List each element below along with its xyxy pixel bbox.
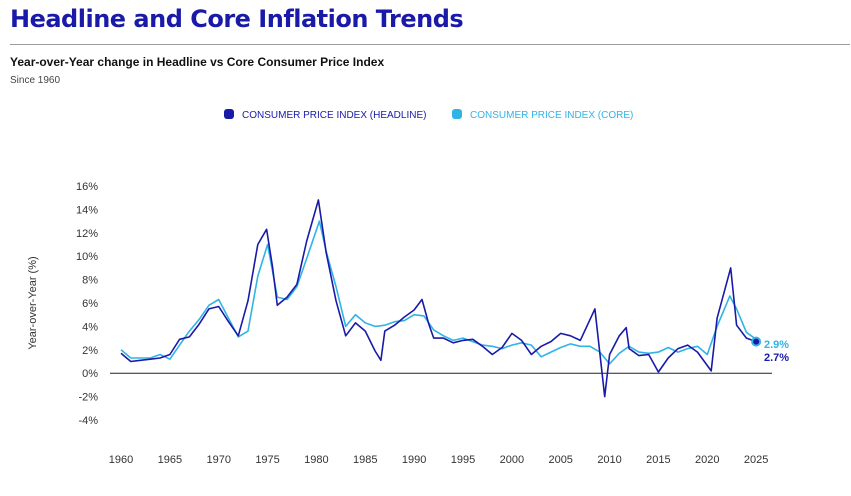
title-divider — [10, 44, 850, 45]
y-tick-label: 0% — [82, 368, 98, 380]
x-tick-label: 1980 — [304, 454, 328, 466]
legend-label-headline: CONSUMER PRICE INDEX (HEADLINE) — [242, 110, 426, 121]
x-tick-label: 2025 — [744, 454, 768, 466]
end-label-headline: 2.7% — [764, 352, 789, 364]
y-tick-label: 16% — [76, 181, 98, 193]
x-tick-label: 1990 — [402, 454, 426, 466]
y-tick-label: -2% — [78, 392, 98, 404]
y-tick-label: 10% — [76, 251, 98, 263]
legend-swatch-core — [452, 109, 462, 119]
legend-label-core: CONSUMER PRICE INDEX (CORE) — [470, 110, 633, 121]
x-tick-label: 2010 — [597, 454, 621, 466]
page-title: Headline and Core Inflation Trends — [10, 5, 464, 33]
y-tick-label: -4% — [78, 415, 98, 427]
x-axis-ticks: 1960 1965 1970 1975 1980 1985 1990 1995 2000 2005… — [109, 454, 769, 466]
series-line-headline — [120, 199, 757, 398]
x-tick-label: 2000 — [500, 454, 524, 466]
x-tick-label: 2005 — [548, 454, 572, 466]
x-tick-label: 1970 — [206, 454, 230, 466]
y-tick-label: 2% — [82, 345, 98, 357]
y-tick-label: 4% — [82, 321, 98, 333]
legend-swatch-headline — [224, 109, 234, 119]
y-axis-title: Year-over-Year (%) — [27, 256, 39, 349]
y-tick-label: 14% — [76, 204, 98, 216]
x-tick-label: 2020 — [695, 454, 719, 466]
x-tick-label: 1975 — [255, 454, 279, 466]
legend: CONSUMER PRICE INDEX (HEADLINE) CONSUMER… — [224, 109, 633, 121]
chart-subtitle: Year-over-Year change in Headline vs Cor… — [10, 55, 385, 69]
x-tick-label: 2015 — [646, 454, 670, 466]
y-tick-label: 12% — [76, 228, 98, 240]
x-tick-label: 1965 — [158, 454, 182, 466]
x-tick-label: 1995 — [451, 454, 475, 466]
x-tick-label: 1960 — [109, 454, 133, 466]
end-label-core: 2.9% — [764, 339, 789, 351]
latest-value-marker — [751, 336, 762, 347]
chart-since-note: Since 1960 — [10, 75, 61, 86]
y-tick-label: 8% — [82, 275, 98, 287]
y-axis-ticks: -4% -2% 0% 2% 4% 6% 8% 10% 12% 14% 16% — [76, 181, 98, 427]
x-tick-label: 1985 — [353, 454, 377, 466]
series-line-core — [120, 220, 757, 365]
y-tick-label: 6% — [82, 298, 98, 310]
